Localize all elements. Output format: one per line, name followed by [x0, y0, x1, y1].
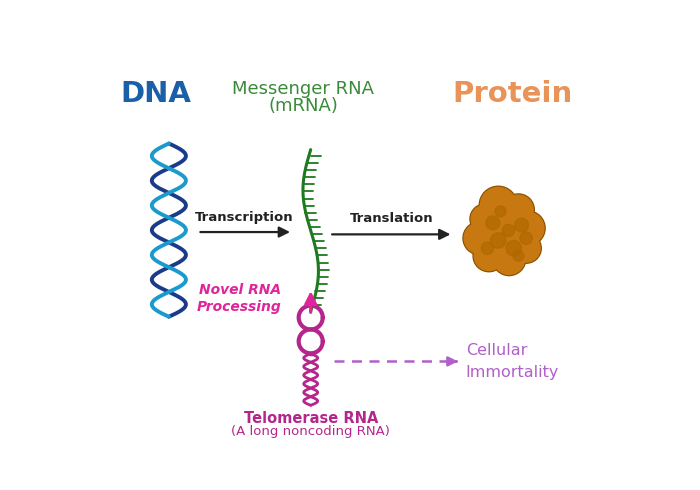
- Circle shape: [471, 205, 499, 233]
- Circle shape: [495, 223, 529, 257]
- Text: Novel RNA: Novel RNA: [199, 283, 281, 297]
- Circle shape: [473, 240, 505, 272]
- Circle shape: [463, 221, 496, 255]
- Text: Telomerase RNA: Telomerase RNA: [244, 411, 378, 426]
- Circle shape: [502, 205, 526, 229]
- Circle shape: [477, 215, 517, 254]
- Text: Cellular: Cellular: [466, 343, 527, 358]
- Circle shape: [478, 233, 503, 257]
- Circle shape: [483, 205, 526, 248]
- Text: (A long noncoding RNA): (A long noncoding RNA): [231, 425, 390, 439]
- Circle shape: [494, 222, 531, 259]
- Text: Protein: Protein: [452, 80, 573, 108]
- Circle shape: [512, 234, 540, 262]
- Circle shape: [478, 216, 515, 253]
- Circle shape: [508, 229, 531, 252]
- Circle shape: [508, 228, 533, 253]
- Circle shape: [495, 206, 506, 217]
- Circle shape: [496, 239, 521, 264]
- Circle shape: [477, 232, 504, 259]
- Text: (mRNA): (mRNA): [268, 98, 338, 115]
- Circle shape: [511, 233, 541, 263]
- Circle shape: [514, 218, 528, 232]
- Circle shape: [503, 194, 534, 225]
- Circle shape: [513, 250, 524, 261]
- Text: Messenger RNA: Messenger RNA: [232, 80, 374, 98]
- Circle shape: [470, 204, 500, 234]
- Circle shape: [497, 240, 520, 263]
- Circle shape: [484, 207, 524, 246]
- Circle shape: [488, 200, 513, 225]
- Circle shape: [520, 232, 533, 245]
- Text: Transcription: Transcription: [195, 211, 293, 223]
- Circle shape: [503, 207, 524, 228]
- Circle shape: [486, 216, 500, 230]
- Circle shape: [494, 244, 524, 274]
- Circle shape: [491, 233, 506, 248]
- Text: Immortality: Immortality: [466, 366, 559, 380]
- Text: Processing: Processing: [197, 300, 281, 314]
- Circle shape: [502, 224, 514, 237]
- Circle shape: [487, 199, 514, 226]
- Circle shape: [504, 195, 533, 224]
- Text: Translation: Translation: [349, 212, 433, 225]
- Circle shape: [512, 212, 544, 245]
- Circle shape: [492, 243, 526, 275]
- Circle shape: [474, 241, 504, 270]
- Circle shape: [506, 241, 522, 256]
- Circle shape: [510, 211, 545, 245]
- Circle shape: [481, 242, 493, 254]
- Circle shape: [480, 186, 517, 224]
- Circle shape: [464, 223, 495, 254]
- Circle shape: [480, 187, 516, 223]
- Text: DNA: DNA: [120, 80, 191, 108]
